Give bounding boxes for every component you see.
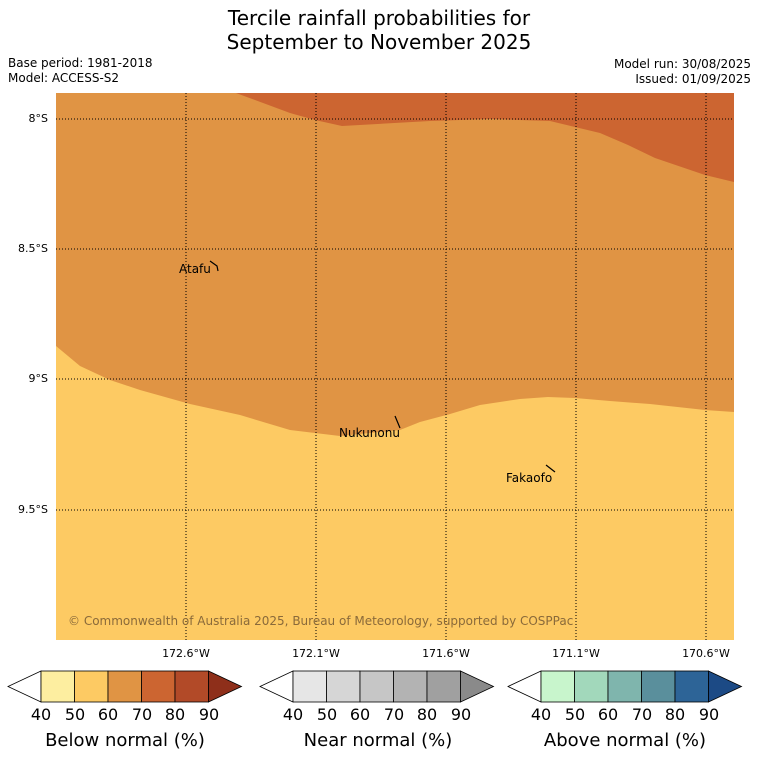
colorbar-box (326, 670, 361, 703)
colorbar-max-extend (708, 670, 743, 703)
model-info: Base period: 1981-2018 Model: ACCESS-S2 (8, 56, 153, 86)
run-info: Model run: 30/08/2025 Issued: 01/09/2025 (614, 57, 751, 87)
lon-label-172-1: 172.1°W (292, 647, 340, 660)
atoll-atafu (209, 260, 219, 272)
colorbar-max-extend (208, 670, 243, 703)
tick-label: 60 (349, 705, 371, 724)
lat-gridlines (56, 118, 734, 511)
colorbar-below-normal (7, 670, 243, 703)
atoll-nukunonu (394, 415, 401, 429)
tick-label: 80 (664, 705, 686, 724)
tick-label: 60 (597, 705, 619, 724)
tick-label: 70 (131, 705, 153, 724)
colorbar-box (74, 670, 109, 703)
model-name: Model: ACCESS-S2 (8, 71, 120, 85)
title-line-2: September to November 2025 (226, 30, 532, 54)
tick-label: 90 (198, 705, 220, 724)
probability-map (56, 93, 734, 640)
colorbar-box (359, 670, 394, 703)
tick-label: 90 (450, 705, 472, 724)
colorbar-box (174, 670, 209, 703)
tick-label: 40 (530, 705, 552, 724)
colorbar-box (540, 670, 575, 703)
tick-label: 60 (97, 705, 119, 724)
map-zone-60-70 (236, 93, 734, 182)
lat-label-8: 8°S (28, 112, 48, 125)
colorbar-max-extend (460, 670, 495, 703)
lon-label-171-6: 171.6°W (422, 647, 470, 660)
tick-label: 40 (282, 705, 304, 724)
tick-label: 80 (164, 705, 186, 724)
lat-label-9-5: 9.5°S (18, 503, 48, 516)
issued-date: Issued: 01/09/2025 (635, 72, 751, 86)
copyright-notice: © Commonwealth of Australia 2025, Bureau… (68, 614, 574, 628)
colorbar-min-extend (259, 670, 294, 703)
lat-label-9: 9°S (28, 372, 48, 385)
lon-label-171-1: 171.1°W (552, 647, 600, 660)
colorbar-box (40, 670, 75, 703)
lon-gridlines (185, 93, 707, 640)
colorbar-min-extend (7, 670, 42, 703)
base-period: Base period: 1981-2018 (8, 56, 153, 70)
tick-label: 70 (631, 705, 653, 724)
atoll-fakaofo (545, 464, 556, 473)
colorbar-box (141, 670, 176, 703)
colorbar-min-extend (507, 670, 542, 703)
colorbar-box (292, 670, 327, 703)
lat-label-8-5: 8.5°S (18, 242, 48, 255)
colorbar-box (426, 670, 461, 703)
colorbar-box (107, 670, 142, 703)
colorbar-box (674, 670, 709, 703)
model-run-date: Model run: 30/08/2025 (613, 57, 751, 71)
map-zone-50-60 (56, 93, 734, 436)
tick-label: 50 (316, 705, 338, 724)
tick-label: 50 (564, 705, 586, 724)
chart-title: Tercile rainfall probabilities for Septe… (0, 6, 758, 54)
colorbar-box (607, 670, 642, 703)
place-fakaofo: Fakaofo (506, 471, 553, 485)
lon-label-170-6: 170.6°W (682, 647, 730, 660)
title-line-1: Tercile rainfall probabilities for (227, 6, 531, 30)
place-nukunonu: Nukunonu (339, 426, 400, 440)
colorbar-box (641, 670, 676, 703)
colorbar-box (393, 670, 428, 703)
lon-label-172-6: 172.6°W (162, 647, 210, 660)
colorbar-title-above: Above normal (%) (543, 730, 707, 751)
colorbar-box (574, 670, 609, 703)
tick-label: 50 (64, 705, 86, 724)
colorbar-title-below: Below normal (%) (45, 730, 205, 751)
tick-label: 70 (383, 705, 405, 724)
colorbar-near-normal (259, 670, 495, 703)
colorbar-above-normal (507, 670, 743, 703)
tick-label: 90 (698, 705, 720, 724)
tick-label: 80 (416, 705, 438, 724)
place-atafu: Atafu (179, 262, 211, 276)
atoll-outlines (209, 260, 556, 473)
colorbar-title-near: Near normal (%) (303, 730, 453, 751)
tick-label: 40 (30, 705, 52, 724)
